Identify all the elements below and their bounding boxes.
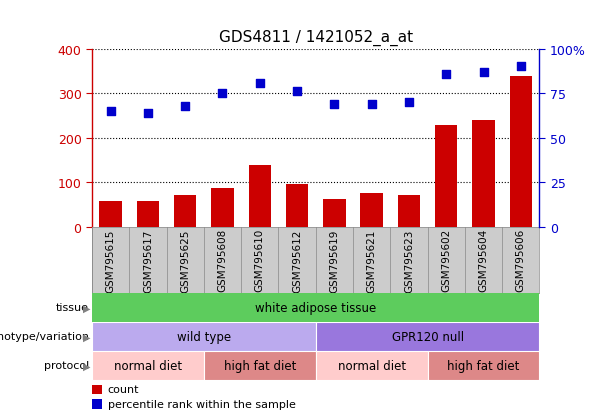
- Text: GSM795617: GSM795617: [143, 228, 153, 292]
- Text: percentile rank within the sample: percentile rank within the sample: [108, 399, 295, 409]
- Point: [105, 109, 115, 115]
- Text: ▶: ▶: [83, 303, 91, 313]
- Bar: [316, 351, 428, 380]
- Point: [441, 71, 451, 78]
- Bar: [92, 322, 316, 351]
- Bar: [398, 195, 420, 227]
- Bar: [211, 188, 234, 227]
- Point: [255, 80, 265, 87]
- Text: GSM795602: GSM795602: [441, 229, 451, 292]
- Bar: [99, 202, 122, 227]
- Text: white adipose tissue: white adipose tissue: [255, 301, 376, 314]
- Text: ▶: ▶: [83, 361, 91, 370]
- Point: [367, 101, 376, 108]
- Bar: [92, 385, 102, 394]
- Text: GSM795604: GSM795604: [479, 229, 489, 292]
- Text: GSM795625: GSM795625: [180, 228, 190, 292]
- Text: GSM795615: GSM795615: [105, 228, 116, 292]
- Text: GSM795610: GSM795610: [255, 229, 265, 292]
- Bar: [174, 195, 196, 227]
- Bar: [360, 193, 383, 227]
- Text: normal diet: normal diet: [114, 359, 182, 372]
- Text: GPR120 null: GPR120 null: [392, 330, 463, 343]
- Text: GSM795606: GSM795606: [516, 229, 526, 292]
- Title: GDS4811 / 1421052_a_at: GDS4811 / 1421052_a_at: [219, 29, 413, 45]
- Bar: [204, 351, 316, 380]
- Text: protocol: protocol: [44, 361, 89, 370]
- Text: ▶: ▶: [83, 332, 91, 342]
- Bar: [428, 351, 539, 380]
- Point: [218, 91, 227, 97]
- Bar: [249, 166, 271, 227]
- Point: [479, 69, 489, 76]
- Text: GSM795621: GSM795621: [367, 228, 376, 292]
- Text: GSM795619: GSM795619: [329, 228, 340, 292]
- Bar: [323, 199, 346, 227]
- Point: [292, 89, 302, 95]
- Text: GSM795612: GSM795612: [292, 228, 302, 292]
- Text: GSM795623: GSM795623: [404, 228, 414, 292]
- Bar: [286, 185, 308, 227]
- Text: count: count: [108, 385, 139, 394]
- Bar: [435, 126, 457, 227]
- Bar: [472, 121, 495, 227]
- Bar: [509, 77, 532, 227]
- Text: high fat diet: high fat diet: [447, 359, 520, 372]
- Text: high fat diet: high fat diet: [224, 359, 296, 372]
- Point: [329, 101, 339, 108]
- Point: [143, 110, 153, 117]
- Point: [516, 64, 526, 71]
- Text: normal diet: normal diet: [338, 359, 406, 372]
- Text: wild type: wild type: [177, 330, 231, 343]
- Point: [180, 103, 190, 110]
- Point: [404, 100, 414, 106]
- Text: genotype/variation: genotype/variation: [0, 332, 89, 342]
- Bar: [92, 351, 204, 380]
- Bar: [92, 399, 102, 408]
- Bar: [137, 202, 159, 227]
- Text: tissue: tissue: [56, 303, 89, 313]
- Bar: [316, 322, 539, 351]
- Text: GSM795608: GSM795608: [218, 229, 227, 292]
